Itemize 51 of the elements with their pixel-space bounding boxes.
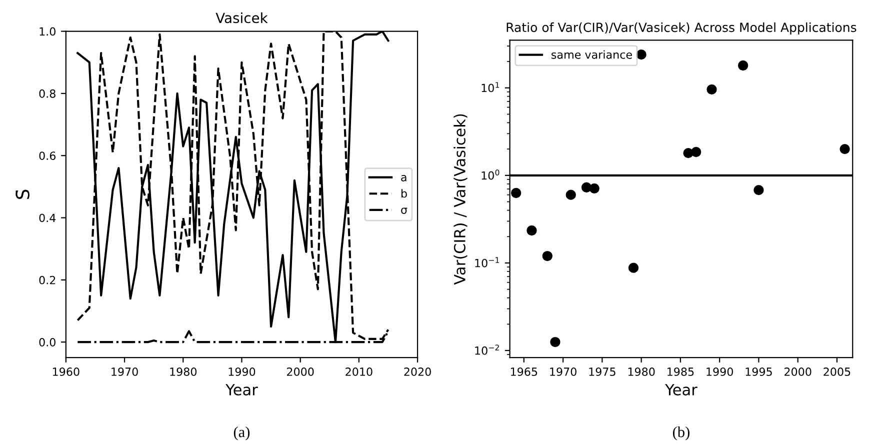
x-tick-label: 2000 — [287, 368, 314, 376]
x-tick-label: 1995 — [746, 368, 772, 376]
x-tick-label: 1980 — [170, 368, 197, 376]
x-tick-label: 2010 — [346, 368, 372, 376]
y-tick-label: 0.8 — [39, 89, 56, 98]
y-axis-title: Var(CIR) / Var(Vasicek) — [454, 114, 468, 285]
x-tick-label: 1960 — [53, 368, 80, 376]
x-tick-label: 2005 — [824, 368, 850, 376]
point — [738, 60, 748, 71]
legend-label: b — [401, 189, 407, 198]
point — [550, 336, 560, 348]
chart-title: Vasicek — [216, 12, 268, 24]
legend-label: a — [401, 174, 406, 182]
x-tick-label: 1990 — [228, 368, 256, 376]
y-axis-title: S̄ — [16, 190, 30, 199]
chart-title: Ratio of Var(CIR)/Var(Vasicek) Across Model Applications — [506, 22, 856, 34]
point — [754, 184, 764, 196]
point — [840, 144, 850, 154]
x-tick-label: 1970 — [550, 368, 576, 376]
y-tick-label: 10$^{−2}$ — [475, 344, 499, 355]
y-tick-label: 0.0 — [39, 338, 56, 346]
x-tick-label: 1985 — [668, 368, 694, 376]
x-tick-label: 1965 — [510, 368, 538, 376]
x-tick-label: 1970 — [112, 368, 138, 376]
legend-label: same variance — [552, 50, 632, 59]
text: (a) — [234, 426, 250, 440]
x-tick-label: 1975 — [589, 368, 616, 376]
point — [589, 183, 600, 194]
y-tick-label: 0.6 — [39, 152, 56, 160]
y-tick-label: 0.4 — [39, 214, 56, 222]
x-axis-title: Year — [665, 384, 698, 396]
y-tick-label: 10$^{0}$ — [482, 170, 500, 180]
x-tick-label: 1990 — [706, 368, 733, 376]
point — [706, 84, 717, 95]
y-tick-label: 10$^{−1}$ — [475, 257, 499, 268]
x-tick-label: 1980 — [628, 368, 655, 376]
point — [526, 225, 537, 236]
point — [510, 188, 522, 198]
point — [636, 49, 646, 60]
point — [628, 262, 639, 273]
point — [542, 250, 552, 262]
legend-label: σ — [401, 208, 408, 214]
point — [691, 146, 702, 158]
y-tick-label: 1.0 — [40, 27, 56, 36]
y-tick-label: 10$^{1}$ — [482, 82, 500, 92]
point — [566, 190, 576, 200]
x-tick-label: 2000 — [784, 368, 812, 376]
y-tick-label: 0.2 — [39, 276, 56, 284]
text: (b) — [672, 426, 690, 440]
x-tick-label: 2020 — [404, 368, 431, 376]
x-axis-title: Year — [226, 384, 258, 396]
